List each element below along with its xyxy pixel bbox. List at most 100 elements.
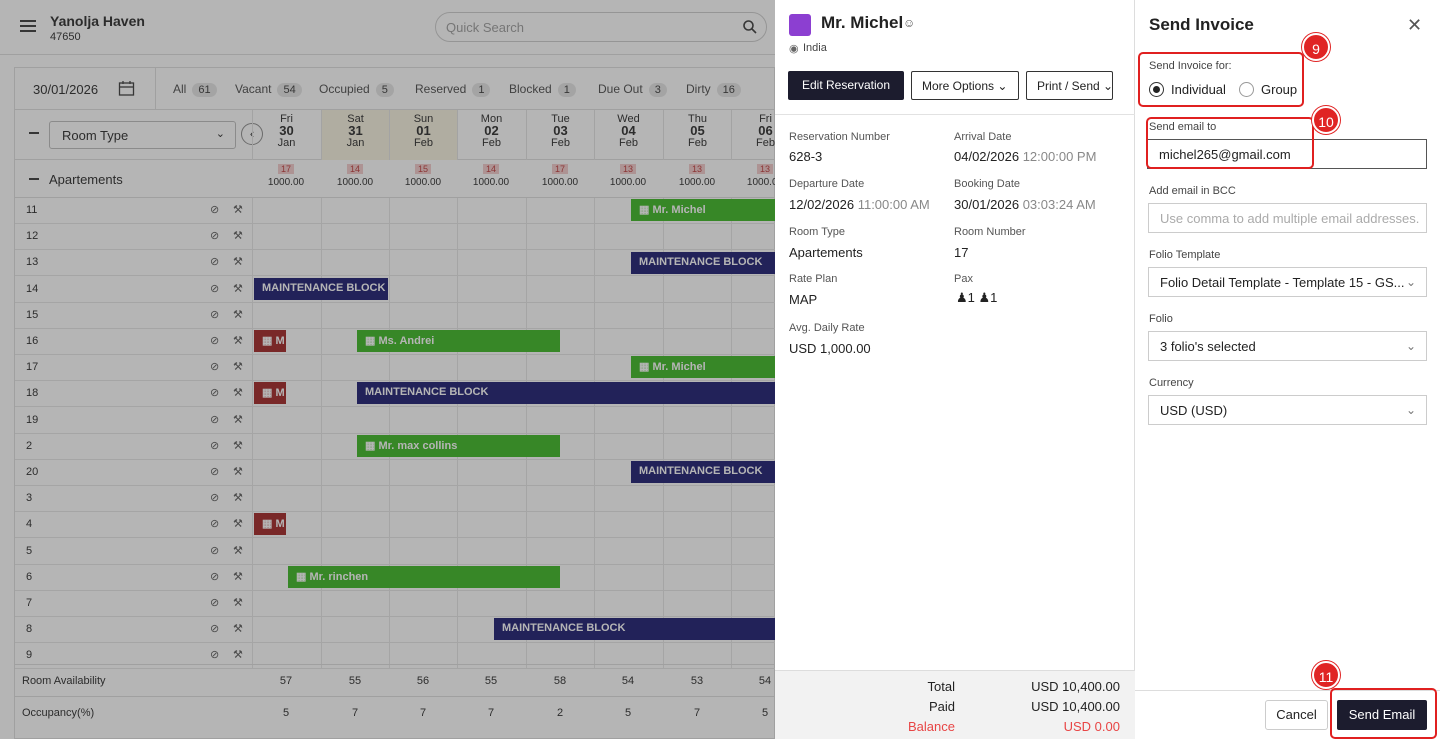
send-email-button[interactable]: Send Email: [1337, 700, 1427, 730]
folio-label: Folio: [1149, 313, 1173, 325]
menu-icon[interactable]: [20, 20, 36, 32]
search-icon[interactable]: [742, 19, 758, 35]
room-row: 5 ⊘ ⚒: [15, 539, 775, 565]
filter-occupied[interactable]: Occupied 5: [319, 82, 394, 97]
calendar-icon[interactable]: [118, 80, 135, 97]
day-header: Tue 03 Feb: [526, 110, 594, 160]
housekeeping-icon[interactable]: ⚒: [233, 282, 243, 295]
group-radio[interactable]: [1239, 82, 1254, 97]
housekeeping-icon[interactable]: ⚒: [233, 492, 243, 505]
maintenance-block[interactable]: MAINTENANCE BLOCK: [254, 278, 388, 300]
room-row: 20 ⊘ ⚒: [15, 460, 775, 486]
building-icon: [789, 14, 811, 36]
current-date[interactable]: 30/01/2026: [33, 82, 99, 97]
housekeeping-icon[interactable]: ⚒: [233, 308, 243, 321]
maintenance-block[interactable]: MAINTENANCE BLOCK: [494, 618, 775, 640]
no-smoking-icon: ⊘: [210, 387, 220, 400]
search-input[interactable]: Quick Search: [435, 12, 767, 42]
booking-bar[interactable]: ▦ M: [254, 330, 286, 352]
housekeeping-icon[interactable]: ⚒: [233, 335, 243, 347]
room-number: 15: [26, 308, 39, 321]
reservation-panel: Mr. Michel ☺ ◉ India Edit Reservation Mo…: [775, 0, 1135, 739]
send-invoice-panel: Send Invoice ✕ Send Invoice for: Individ…: [1135, 0, 1440, 739]
edit-reservation-button[interactable]: Edit Reservation: [788, 71, 904, 100]
cancel-button[interactable]: Cancel: [1265, 700, 1328, 730]
bcc-input[interactable]: Use comma to add multiple email addresse…: [1148, 203, 1427, 233]
housekeeping-icon[interactable]: ⚒: [233, 230, 243, 243]
currency-select[interactable]: USD (USD) ⌄: [1148, 395, 1427, 425]
room-number: 12: [26, 230, 39, 243]
room-number: 18: [26, 387, 39, 400]
top-bar: Yanolja Haven 47650 Quick Search: [0, 0, 775, 55]
booking-bar[interactable]: ▦ Ms. Andrei: [357, 330, 560, 352]
arrival-date: 04/02/2026 12:00:00 PM: [954, 149, 1097, 164]
room-type-select[interactable]: Room Type ⌄: [49, 121, 236, 149]
booking-bar[interactable]: ▦ M: [254, 513, 286, 535]
filter-vacant[interactable]: Vacant 54: [235, 82, 302, 97]
pax: ♟1 ♟1: [956, 290, 998, 305]
no-smoking-icon: ⊘: [210, 308, 220, 321]
group-label[interactable]: Group: [1261, 82, 1298, 97]
room-number: 17: [26, 361, 39, 374]
room-number: 5: [26, 544, 33, 557]
booking-bar[interactable]: ▦ Mr. Michel: [631, 356, 775, 378]
print-send-button[interactable]: Print / Send ⌄: [1026, 71, 1113, 100]
no-smoking-icon: ⊘: [210, 649, 220, 662]
housekeeping-icon[interactable]: ⚒: [233, 544, 243, 557]
housekeeping-icon[interactable]: ⚒: [233, 570, 243, 583]
housekeeping-icon[interactable]: ⚒: [233, 387, 243, 400]
booking-bar[interactable]: ▦ Mr. rinchen: [288, 566, 560, 588]
individual-radio[interactable]: [1149, 82, 1164, 97]
room-row: 6 ⊘ ⚒: [15, 565, 775, 591]
housekeeping-icon[interactable]: ⚒: [233, 361, 243, 374]
filter-due-out[interactable]: Due Out 3: [598, 82, 667, 97]
individual-label[interactable]: Individual: [1171, 82, 1226, 97]
collapse-icon[interactable]: [29, 178, 39, 180]
paid-value: USD 10,400.00: [1031, 699, 1120, 714]
housekeeping-icon[interactable]: ⚒: [233, 413, 243, 426]
send-for-label: Send Invoice for:: [1149, 60, 1232, 72]
filter-reserved[interactable]: Reserved 1: [415, 82, 491, 97]
close-icon[interactable]: ✕: [1407, 15, 1423, 35]
no-smoking-icon: ⊘: [210, 623, 220, 636]
user-group-icon: ☺: [903, 16, 916, 30]
filter-blocked[interactable]: Blocked 1: [509, 82, 576, 97]
housekeeping-icon[interactable]: ⚒: [233, 256, 243, 269]
no-smoking-icon: ⊘: [210, 570, 220, 583]
step-badge: 11: [1312, 661, 1340, 689]
room-number: 9: [26, 649, 33, 662]
housekeeping-icon[interactable]: ⚒: [233, 439, 243, 452]
housekeeping-icon[interactable]: ⚒: [233, 597, 243, 609]
booking-bar[interactable]: ▦ Mr. max collins: [357, 435, 560, 457]
room-row: 7 ⊘ ⚒: [15, 591, 775, 617]
housekeeping-icon[interactable]: ⚒: [233, 204, 243, 216]
modal-overlay[interactable]: [0, 0, 775, 739]
maintenance-block[interactable]: MAINTENANCE BLOCK: [357, 382, 775, 404]
housekeeping-icon[interactable]: ⚒: [233, 466, 243, 478]
no-smoking-icon: ⊘: [210, 544, 220, 557]
housekeeping-icon[interactable]: ⚒: [233, 649, 243, 662]
room-number: 14: [26, 282, 39, 295]
housekeeping-icon[interactable]: ⚒: [233, 518, 243, 531]
bcc-label: Add email in BCC: [1149, 185, 1236, 197]
housekeeping-icon[interactable]: ⚒: [233, 623, 243, 636]
room-row: 14 ⊘ ⚒: [15, 277, 775, 303]
maintenance-block[interactable]: MAINTENANCE BLOCK: [631, 252, 775, 274]
booking-bar[interactable]: ▦ M: [254, 382, 286, 404]
folio-template-select[interactable]: Folio Detail Template - Template 15 - GS…: [1148, 267, 1427, 297]
filter-dirty[interactable]: Dirty 16: [686, 82, 741, 97]
day-header: Sat 31 Jan: [321, 110, 389, 160]
email-label: Send email to: [1149, 121, 1217, 133]
room-number: 2: [26, 439, 33, 452]
folio-select[interactable]: 3 folio's selected ⌄: [1148, 331, 1427, 361]
currency-label: Currency: [1149, 377, 1194, 389]
filter-all[interactable]: All 61: [173, 82, 217, 97]
more-options-button[interactable]: More Options ⌄: [911, 71, 1019, 100]
no-smoking-icon: ⊘: [210, 492, 220, 505]
maintenance-block[interactable]: MAINTENANCE BLOCK: [631, 461, 775, 483]
collapse-icon[interactable]: [29, 132, 39, 134]
booking-bar[interactable]: ▦ Mr. Michel: [631, 199, 775, 221]
field-label: Room Number: [954, 226, 1026, 238]
step-badge: 9: [1302, 33, 1330, 61]
